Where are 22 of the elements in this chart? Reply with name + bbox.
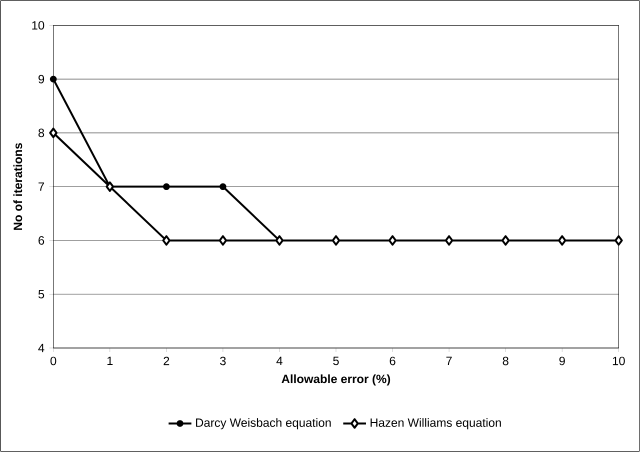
legend-label: Hazen Williams equation: [370, 418, 501, 430]
y-axis-title: No of iterations: [13, 143, 22, 230]
x-axis-title: Allowable error (%): [282, 374, 390, 386]
y-tick-label: 10: [32, 21, 44, 30]
legend-label: Darcy Weisbach equation: [196, 418, 331, 430]
y-tick-label: 5: [38, 290, 44, 298]
x-tick-label: 4: [276, 356, 282, 365]
y-tick-label: 8: [38, 128, 44, 138]
x-tick-label: 2: [164, 356, 170, 366]
x-tick-label: 10: [612, 356, 625, 366]
y-tick-label: 7: [38, 182, 44, 191]
x-tick-label: 9: [559, 356, 565, 366]
x-tick-label: 7: [446, 356, 452, 365]
x-tick-label: 6: [390, 356, 396, 366]
x-tick-label: 5: [333, 356, 339, 366]
y-tick-label: 6: [38, 236, 44, 245]
x-tick-label: 8: [502, 356, 508, 366]
x-tick-label: 3: [220, 356, 226, 366]
y-tick-label: 4: [38, 344, 44, 352]
x-tick-label: 1: [107, 356, 113, 365]
y-tick-label: 9: [38, 74, 44, 84]
x-tick-label: 0: [50, 356, 56, 366]
